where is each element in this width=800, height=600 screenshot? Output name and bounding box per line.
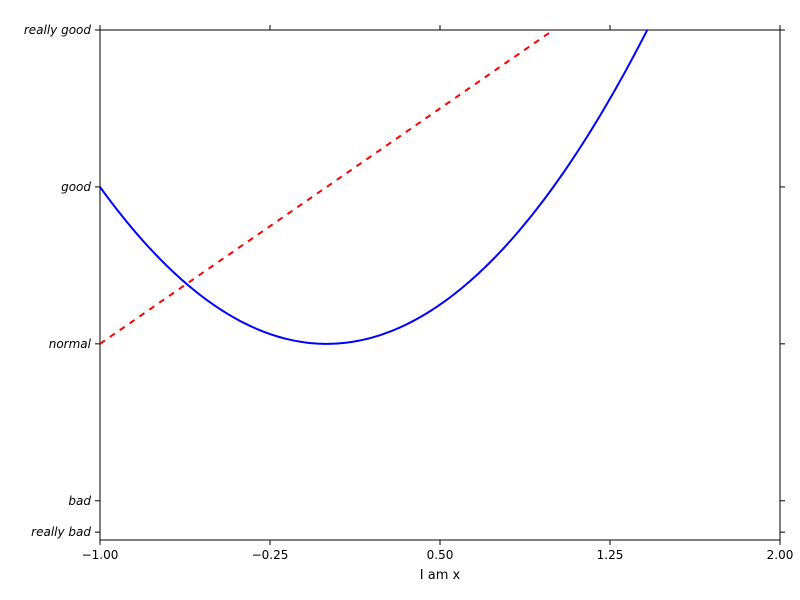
y-tick-label: bad	[68, 494, 91, 508]
x-tick-label: 0.50	[427, 548, 454, 562]
chart-svg: −1.00 −0.25 0.50 1.25 2.00 really bad bad norma…	[0, 0, 800, 600]
x-tick-label: 2.00	[767, 548, 794, 562]
x-tick-label: 1.25	[597, 548, 624, 562]
series-linear	[100, 0, 780, 344]
y-tick-label: normal	[49, 337, 92, 351]
y-tick-label: really bad	[31, 525, 91, 539]
x-axis-label: I am x	[420, 568, 461, 583]
y-tick-label: good	[61, 180, 91, 194]
x-tick-label: −1.00	[82, 548, 119, 562]
series-parabola	[100, 0, 780, 344]
y-tick-label: really good	[24, 23, 92, 37]
plot-area: −1.00 −0.25 0.50 1.25 2.00 really bad bad norma…	[24, 0, 794, 583]
chart-container: −1.00 −0.25 0.50 1.25 2.00 really bad bad norma…	[0, 0, 800, 600]
plot-frame	[100, 30, 780, 540]
series-group	[100, 0, 780, 344]
x-tick-label: −0.25	[252, 548, 289, 562]
